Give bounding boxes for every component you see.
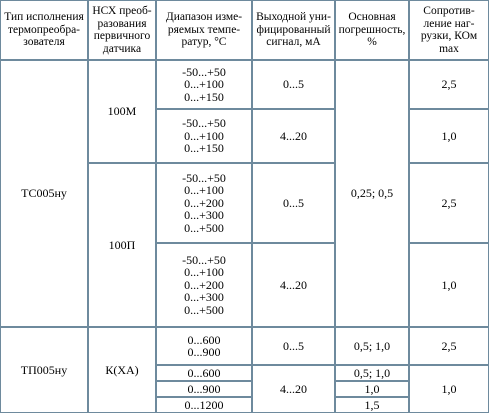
tp-error-cell-b3: 1,5 [336, 398, 408, 412]
tp-signal-cell-b: 4...20 [253, 366, 334, 412]
tp-nsh-cell: К(ХА) [89, 328, 155, 412]
tc-resistance-cell-2: 1,0 [410, 110, 488, 162]
tc-signal-cell-2: 4...20 [253, 110, 334, 162]
tp-range-cell-b2: 0...900 [157, 382, 251, 396]
tp-resistance-cell-a: 2,5 [410, 328, 488, 364]
tc-signal-cell-4: 4...20 [253, 244, 334, 326]
header-signal: Выходной уни- фицированный сигнал, мА [253, 1, 334, 59]
tc-range-cell-1: -50...+50 0...+100 0...+150 [157, 61, 251, 108]
header-type: Тип исполнения термопреобра- зователя [1, 1, 87, 59]
header-error: Основная погрешность, % [336, 1, 408, 59]
tc-range-cell-4: -50...+50 0...+100 0...+200 0...+300 0..… [157, 244, 251, 326]
tp-error-cell-b1: 0,5; 1,0 [336, 366, 408, 380]
header-resistance: Сопротив- ление наг- рузки, КОм max [410, 1, 488, 59]
tp-error-cell-b2: 1,0 [336, 382, 408, 396]
tc-resistance-cell-3: 2,5 [410, 164, 488, 242]
tp-signal-cell-a: 0...5 [253, 328, 334, 364]
tp-range-cell-b3: 0...1200 [157, 398, 251, 412]
tp-range-cell-b1: 0...600 [157, 366, 251, 380]
tp-range-cell-a: 0...600 0...900 [157, 328, 251, 364]
tc-nsh-100p-cell: 100П [89, 164, 155, 326]
tc-range-cell-3: -50...+50 0...+100 0...+200 0...+300 0..… [157, 164, 251, 242]
tc-nsh-100m-cell: 100М [89, 61, 155, 162]
tp-error-cell-a: 0,5; 1,0 [336, 328, 408, 364]
header-range: Диапазон изме- ряемых темпе- ратур, °С [157, 1, 251, 59]
tp-resistance-cell-b: 1,0 [410, 366, 488, 412]
tp-type-cell: ТП005ну [1, 328, 87, 412]
tc-error-cell: 0,25; 0,5 [336, 61, 408, 326]
tc-type-cell: ТС005ну [1, 61, 87, 326]
tc-range-cell-2: -50...+50 0...+100 0...+150 [157, 110, 251, 162]
header-nsh: НСХ преоб- разования первичного датчика [89, 1, 155, 59]
tc-signal-cell-3: 0...5 [253, 164, 334, 242]
tc-signal-cell-1: 0...5 [253, 61, 334, 108]
tc-resistance-cell-4: 1,0 [410, 244, 488, 326]
tc-resistance-cell-1: 2,5 [410, 61, 488, 108]
